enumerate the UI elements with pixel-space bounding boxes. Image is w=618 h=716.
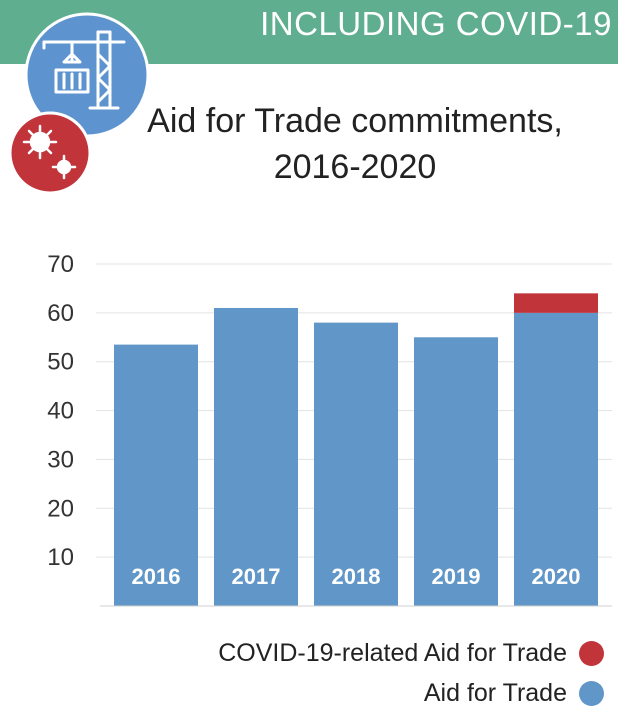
bar-aid-for-trade (114, 344, 198, 606)
construction-crane-icon (24, 12, 150, 138)
x-category-label: 2018 (332, 564, 381, 589)
chart-title-line-2: 2016-2020 (273, 148, 437, 186)
x-category-label: 2017 (232, 564, 281, 589)
legend-label-aid: Aid for Trade (423, 678, 567, 707)
legend-swatch-aid (579, 680, 604, 706)
x-category-label: 2016 (132, 564, 181, 589)
y-tick-label: 70 (47, 251, 74, 278)
bar-aid-for-trade (414, 337, 498, 606)
banner-title: INCLUDING COVID-19 (260, 5, 612, 42)
virus-icon (8, 111, 92, 195)
chart-title-line-1: Aid for Trade commitments, (147, 102, 563, 140)
x-category-label: 2020 (532, 564, 581, 589)
bar-covid-aid (514, 293, 598, 313)
y-tick-label: 50 (47, 349, 74, 376)
y-tick-label: 40 (47, 398, 74, 425)
legend-swatch-covid (579, 640, 604, 666)
y-tick-label: 30 (47, 446, 74, 473)
legend-label-covid: COVID-19-related Aid for Trade (218, 638, 567, 667)
y-tick-label: 20 (47, 495, 74, 522)
legend-item-covid: COVID-19-related Aid for Trade (218, 636, 604, 670)
chart-legend: COVID-19-related Aid for Trade Aid for T… (218, 636, 604, 716)
bar-chart: 10 20 30 40 50 60 70 2016 2017 2018 2019 2020 (47, 251, 612, 607)
bar-aid-for-trade (314, 322, 398, 606)
bar-aid-for-trade (214, 307, 298, 606)
legend-item-aid: Aid for Trade (218, 676, 604, 710)
y-tick-label: 10 (47, 544, 74, 571)
bar-aid-for-trade (514, 312, 598, 606)
x-category-label: 2019 (432, 564, 481, 589)
chart-title: Aid for Trade commitments, 2016-2020 (140, 98, 570, 190)
y-tick-label: 60 (47, 300, 74, 327)
